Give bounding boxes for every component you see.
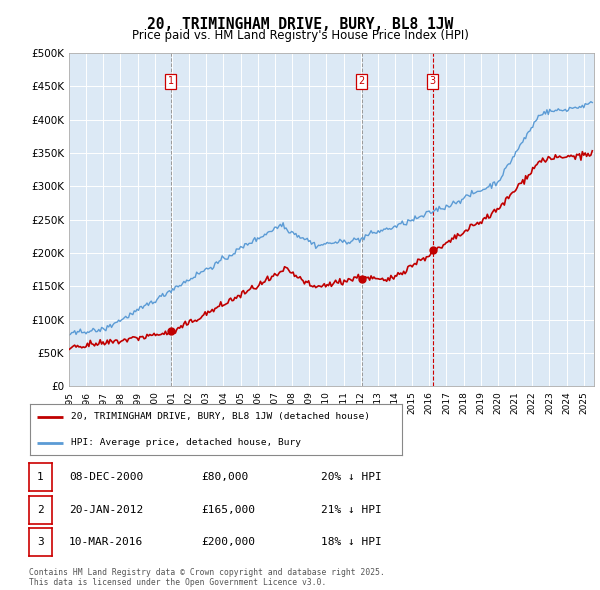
Text: 18% ↓ HPI: 18% ↓ HPI bbox=[321, 537, 382, 547]
Text: £80,000: £80,000 bbox=[201, 473, 248, 482]
Text: 3: 3 bbox=[430, 76, 436, 86]
Text: 20-JAN-2012: 20-JAN-2012 bbox=[69, 505, 143, 514]
Text: 20, TRIMINGHAM DRIVE, BURY, BL8 1JW (detached house): 20, TRIMINGHAM DRIVE, BURY, BL8 1JW (det… bbox=[71, 412, 370, 421]
Text: £200,000: £200,000 bbox=[201, 537, 255, 547]
Text: 2: 2 bbox=[37, 505, 44, 514]
Text: HPI: Average price, detached house, Bury: HPI: Average price, detached house, Bury bbox=[71, 438, 301, 447]
Text: 20% ↓ HPI: 20% ↓ HPI bbox=[321, 473, 382, 482]
Text: 21% ↓ HPI: 21% ↓ HPI bbox=[321, 505, 382, 514]
Text: 08-DEC-2000: 08-DEC-2000 bbox=[69, 473, 143, 482]
Text: Contains HM Land Registry data © Crown copyright and database right 2025.
This d: Contains HM Land Registry data © Crown c… bbox=[29, 568, 385, 587]
Text: 3: 3 bbox=[37, 537, 44, 547]
Text: £165,000: £165,000 bbox=[201, 505, 255, 514]
Text: 2: 2 bbox=[358, 76, 365, 86]
Text: 1: 1 bbox=[167, 76, 174, 86]
Text: Price paid vs. HM Land Registry's House Price Index (HPI): Price paid vs. HM Land Registry's House … bbox=[131, 30, 469, 42]
Text: 1: 1 bbox=[37, 473, 44, 482]
Text: 20, TRIMINGHAM DRIVE, BURY, BL8 1JW: 20, TRIMINGHAM DRIVE, BURY, BL8 1JW bbox=[147, 17, 453, 31]
Text: 10-MAR-2016: 10-MAR-2016 bbox=[69, 537, 143, 547]
